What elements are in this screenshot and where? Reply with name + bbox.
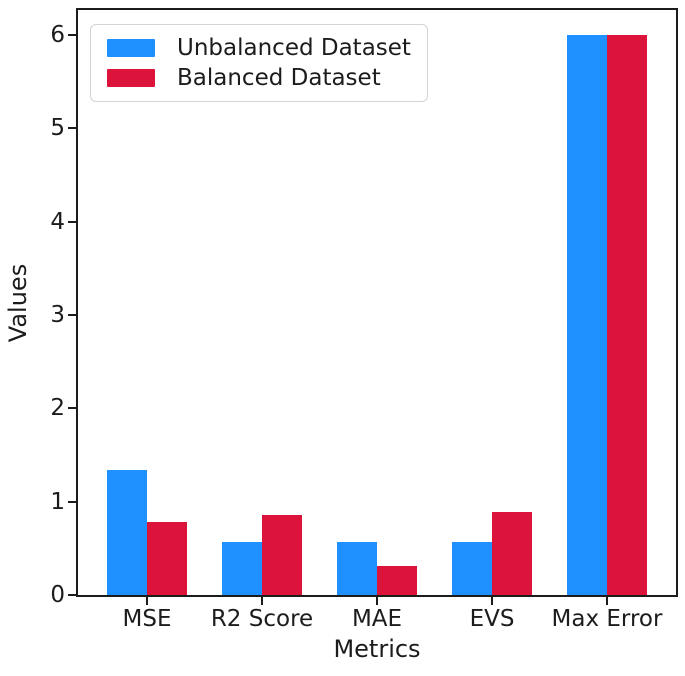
x-tick-label: MAE [351,606,403,632]
y-tick-mark [68,594,76,596]
x-tick-label: R2 Score [210,606,314,632]
legend-item-balanced: Balanced Dataset [107,66,411,90]
bar-balanced-evs [492,511,533,595]
y-tick-label: 0 [50,582,65,608]
x-axis-label: Metrics [333,635,421,663]
plot-area: Unbalanced Dataset Balanced Dataset Metr… [4,8,678,663]
y-tick-mark [68,127,76,130]
y-axis-label: Values [4,263,32,342]
legend-label-unbalanced: Unbalanced Dataset [177,35,411,61]
bar-balanced-max-error [607,35,648,595]
x-tick-label: Max Error [551,606,663,632]
legend-swatch-balanced-icon [107,69,155,87]
y-tick-label: 5 [50,115,65,142]
x-tick-label: MSE [122,606,172,632]
x-tick-mark [261,597,263,605]
y-tick-label: 4 [50,208,65,235]
x-tick-mark [376,597,378,605]
y-tick-label: 3 [50,302,65,329]
bar-balanced-mse [147,522,188,595]
y-tick-mark [68,34,76,37]
x-tick-label: EVS [469,606,515,632]
y-tick-label: 1 [50,488,65,515]
y-tick-label: 6 [50,22,65,49]
bar-unbalanced-max-error [566,35,607,595]
x-tick-mark [146,597,148,605]
x-tick-mark [606,597,608,605]
bar-unbalanced-r2-score [221,541,262,595]
legend-item-unbalanced: Unbalanced Dataset [107,36,411,60]
y-tick-mark [68,500,76,503]
bar-unbalanced-mse [106,469,147,595]
x-tick-mark [491,597,493,605]
bar-balanced-mae [377,566,418,595]
bar-unbalanced-mae [336,541,377,595]
legend: Unbalanced Dataset Balanced Dataset [90,24,428,102]
y-tick-mark [68,220,76,223]
bar-unbalanced-evs [451,541,492,595]
y-tick-label: 2 [50,395,65,422]
y-tick-mark [68,407,76,410]
legend-label-balanced: Balanced Dataset [177,65,381,91]
y-tick-mark [68,314,76,317]
bar-balanced-r2-score [262,514,303,595]
legend-swatch-unbalanced-icon [107,39,155,57]
